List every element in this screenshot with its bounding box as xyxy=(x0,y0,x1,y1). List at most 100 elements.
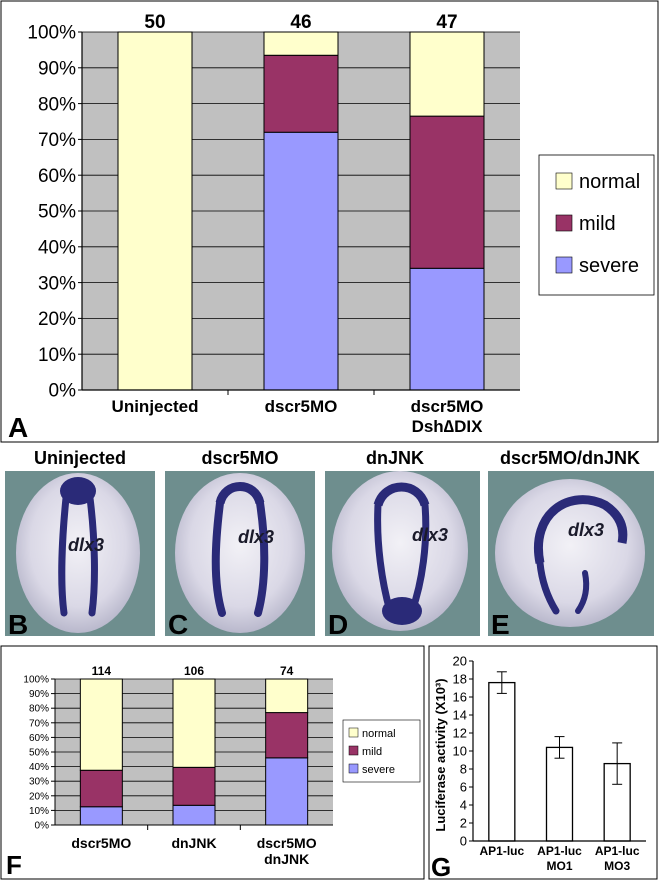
bar-segment-normal xyxy=(265,678,309,714)
x-category-label: dscr5MO xyxy=(265,397,338,416)
panel-a-letter: A xyxy=(8,412,28,443)
bar xyxy=(545,746,574,842)
y-tick-label: 70% xyxy=(38,130,76,151)
photo-b-gene-label: dlx3 xyxy=(68,535,104,555)
x-category-label: MO1 xyxy=(546,859,572,873)
photo-d-letter: D xyxy=(328,609,348,640)
legend-label-mild: mild xyxy=(362,746,382,758)
panel-g-chart: Luciferase activity (X10³) 0 2 4 6 8 10 12 14 16… xyxy=(428,645,658,880)
photo-panel-c: dscr5MO dlx3 C xyxy=(165,448,315,640)
bar-count-label: 46 xyxy=(290,12,311,33)
y-tick-label: 50% xyxy=(29,748,49,759)
x-category-label: AP1-luc xyxy=(479,844,524,858)
y-tick-label: 20% xyxy=(38,309,76,330)
legend-label-mild: mild xyxy=(579,213,616,235)
stain-b-stripe-right xyxy=(86,494,98,617)
embryo-photo-panels: Uninjected dlx3 B dscr5MO dlx3 C dnJNK d… xyxy=(5,448,654,640)
bar-count-label: 47 xyxy=(436,12,457,33)
panel-g-y-axis-label: Luciferase activity (X10³) xyxy=(433,678,448,831)
photo-b-letter: B xyxy=(8,609,28,640)
stain-e-stripe-left xyxy=(536,559,560,615)
legend-label-normal: normal xyxy=(362,728,396,740)
y-tick-label: 2 xyxy=(460,816,467,831)
x-category-label: dnJNK xyxy=(171,835,216,851)
bar-segment-severe xyxy=(172,804,216,826)
y-tick-label: 70% xyxy=(29,718,49,729)
y-tick-label: 60% xyxy=(38,166,76,187)
photo-e-letter: E xyxy=(491,609,510,640)
y-tick-label: 90% xyxy=(29,689,49,700)
bar-count-label: 74 xyxy=(280,664,294,678)
photo-d-title: dnJNK xyxy=(366,448,424,468)
bar-segment-mild xyxy=(265,712,309,759)
x-category-label: MO3 xyxy=(604,859,630,873)
stain-e-arc xyxy=(534,495,628,564)
legend-swatch-severe xyxy=(555,256,573,274)
legend-swatch-severe xyxy=(348,763,359,774)
y-tick-label: 6 xyxy=(460,780,467,795)
bar-segment-normal xyxy=(79,678,123,771)
y-tick-label: 60% xyxy=(29,733,49,744)
photo-panel-d: dnJNK dlx3 D xyxy=(325,448,480,640)
x-category-label: dnJNK xyxy=(264,851,309,867)
stain-c-head xyxy=(215,482,265,505)
photo-d-gene-label: dlx3 xyxy=(412,525,448,545)
stain-b-stripe-left xyxy=(58,494,70,617)
legend-label-severe: severe xyxy=(579,255,639,277)
y-tick-label: 14 xyxy=(453,708,467,723)
bar xyxy=(488,681,516,842)
y-tick-label: 16 xyxy=(453,690,467,705)
legend-swatch-mild xyxy=(348,745,359,756)
stain-e-stripe-right xyxy=(575,570,590,614)
photo-b-title: Uninjected xyxy=(34,448,126,468)
panel-a-legend: normal mild severe xyxy=(538,154,655,296)
bar-count-label: 114 xyxy=(92,664,112,678)
photo-e-gene-label: dlx3 xyxy=(568,520,604,540)
stain-c-stripe-left xyxy=(211,499,226,617)
y-tick-label: 30% xyxy=(38,273,76,294)
legend-label-severe: severe xyxy=(362,764,395,776)
embryo-e xyxy=(495,479,645,627)
y-tick-label: 20 xyxy=(453,654,467,669)
y-tick-label: 12 xyxy=(453,726,467,741)
y-tick-label: 40% xyxy=(38,237,76,258)
y-tick-label: 8 xyxy=(460,762,467,777)
y-tick-label: 100% xyxy=(27,23,76,44)
y-tick-label: 20% xyxy=(29,791,49,802)
y-tick-label: 90% xyxy=(38,58,76,79)
y-tick-label: 100% xyxy=(23,675,49,686)
photo-e-title: dscr5MO/dnJNK xyxy=(500,448,640,468)
bar-segment-normal xyxy=(263,31,339,56)
bar-segment-normal xyxy=(409,31,485,117)
y-tick-label: 10% xyxy=(29,806,49,817)
bar-segment-mild xyxy=(409,115,485,269)
bar-segment-mild xyxy=(263,54,339,133)
stain-c-stripe-right xyxy=(254,499,269,617)
x-category-label: AP1-luc xyxy=(537,844,582,858)
panel-f-legend: normal mild severe xyxy=(342,719,421,783)
legend-swatch-normal xyxy=(555,172,573,190)
bar-segment-normal xyxy=(172,678,216,768)
x-category-label: AP1-luc xyxy=(595,844,640,858)
y-tick-label: 50% xyxy=(38,202,76,223)
panel-a-chart: 0% 10% 20% 30% 40% 50% 60% 70% 80% 90% 100% 50 46 47… xyxy=(0,0,659,443)
x-category-label: dscr5MO xyxy=(257,835,317,851)
bar-segment-severe xyxy=(409,267,485,391)
y-tick-label: 0% xyxy=(35,821,50,832)
x-category-label: Uninjected xyxy=(112,397,199,416)
bar-count-label: 106 xyxy=(184,664,204,678)
y-tick-label: 4 xyxy=(460,798,467,813)
y-tick-label: 0 xyxy=(460,834,467,849)
bar-segment-mild xyxy=(79,769,123,808)
y-tick-label: 40% xyxy=(29,762,49,773)
bar-segment-severe xyxy=(79,806,123,826)
legend-label-normal: normal xyxy=(579,171,640,193)
embryo-d xyxy=(332,471,468,631)
photo-c-title: dscr5MO xyxy=(201,448,278,468)
bar-segment-severe xyxy=(263,131,339,391)
photo-panel-b: Uninjected dlx3 B xyxy=(5,448,155,640)
x-category-label: dscr5MO xyxy=(71,835,131,851)
y-tick-label: 18 xyxy=(453,672,467,687)
bar-segment-normal xyxy=(117,31,193,391)
embryo-b xyxy=(16,473,140,633)
